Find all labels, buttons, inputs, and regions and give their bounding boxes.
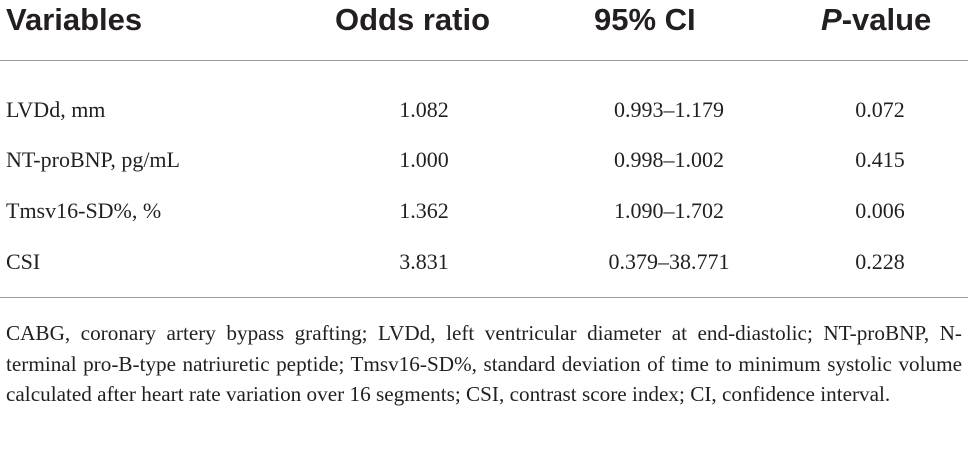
cell-p-value: 0.006 — [855, 198, 905, 223]
cell-odds-ratio: 1.000 — [399, 147, 449, 172]
header-p-suffix: -value — [841, 2, 932, 37]
cell-odds-ratio: 1.362 — [399, 198, 449, 223]
table-row: NT-proBNP, pg/mL 1.000 0.998–1.002 0.415 — [0, 146, 968, 186]
cell-variable: Tmsv16-SD%, % — [6, 198, 162, 223]
cell-variable: CSI — [6, 249, 41, 274]
cell-odds-ratio: 3.831 — [399, 249, 449, 274]
cell-p-value: 0.072 — [855, 97, 905, 122]
table-row: LVDd, mm 1.082 0.993–1.179 0.072 — [0, 96, 968, 136]
header-ci: 95% CI — [594, 2, 696, 37]
table-bottom-rule — [0, 297, 968, 298]
cell-p-value: 0.415 — [855, 147, 905, 172]
cell-variable: NT-proBNP, pg/mL — [6, 147, 180, 172]
cell-ci: 0.379–38.771 — [608, 249, 730, 274]
header-divider — [0, 60, 968, 61]
table-row: Tmsv16-SD%, % 1.362 1.090–1.702 0.006 — [0, 197, 968, 237]
table-footnote: CABG, coronary artery bypass grafting; L… — [6, 321, 962, 407]
table-header-row: Variables Odds ratio 95% CI P-value — [0, 0, 968, 46]
cell-p-value: 0.228 — [855, 249, 905, 274]
cell-odds-ratio: 1.082 — [399, 97, 449, 122]
header-p-value: P-value — [821, 0, 931, 40]
header-variables: Variables — [6, 2, 143, 37]
header-p-letter: P — [821, 2, 842, 37]
header-odds-ratio: Odds ratio — [335, 2, 491, 37]
cell-ci: 1.090–1.702 — [614, 198, 724, 223]
table-row: CSI 3.831 0.379–38.771 0.228 — [0, 248, 968, 288]
cell-ci: 0.998–1.002 — [614, 147, 724, 172]
cell-variable: LVDd, mm — [6, 97, 106, 122]
cell-ci: 0.993–1.179 — [614, 97, 724, 122]
